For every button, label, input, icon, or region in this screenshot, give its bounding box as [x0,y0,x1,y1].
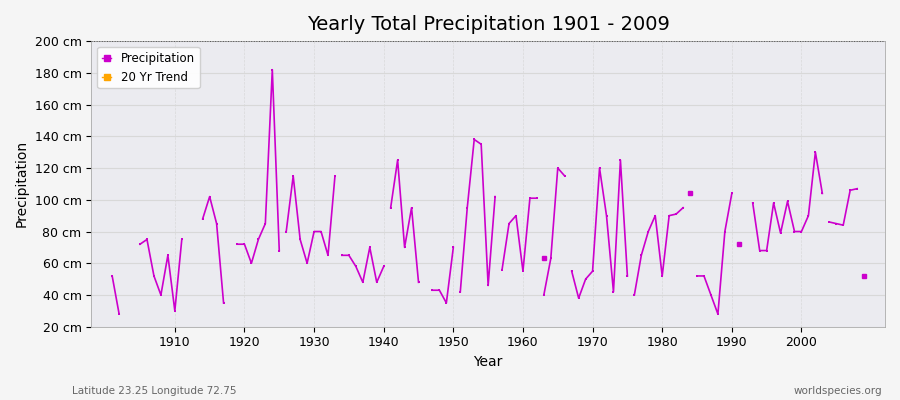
Text: Latitude 23.25 Longitude 72.75: Latitude 23.25 Longitude 72.75 [72,386,237,396]
Text: worldspecies.org: worldspecies.org [794,386,882,396]
X-axis label: Year: Year [473,355,503,369]
Y-axis label: Precipitation: Precipitation [15,140,29,228]
Legend: Precipitation, 20 Yr Trend: Precipitation, 20 Yr Trend [97,47,200,88]
Title: Yearly Total Precipitation 1901 - 2009: Yearly Total Precipitation 1901 - 2009 [307,15,670,34]
